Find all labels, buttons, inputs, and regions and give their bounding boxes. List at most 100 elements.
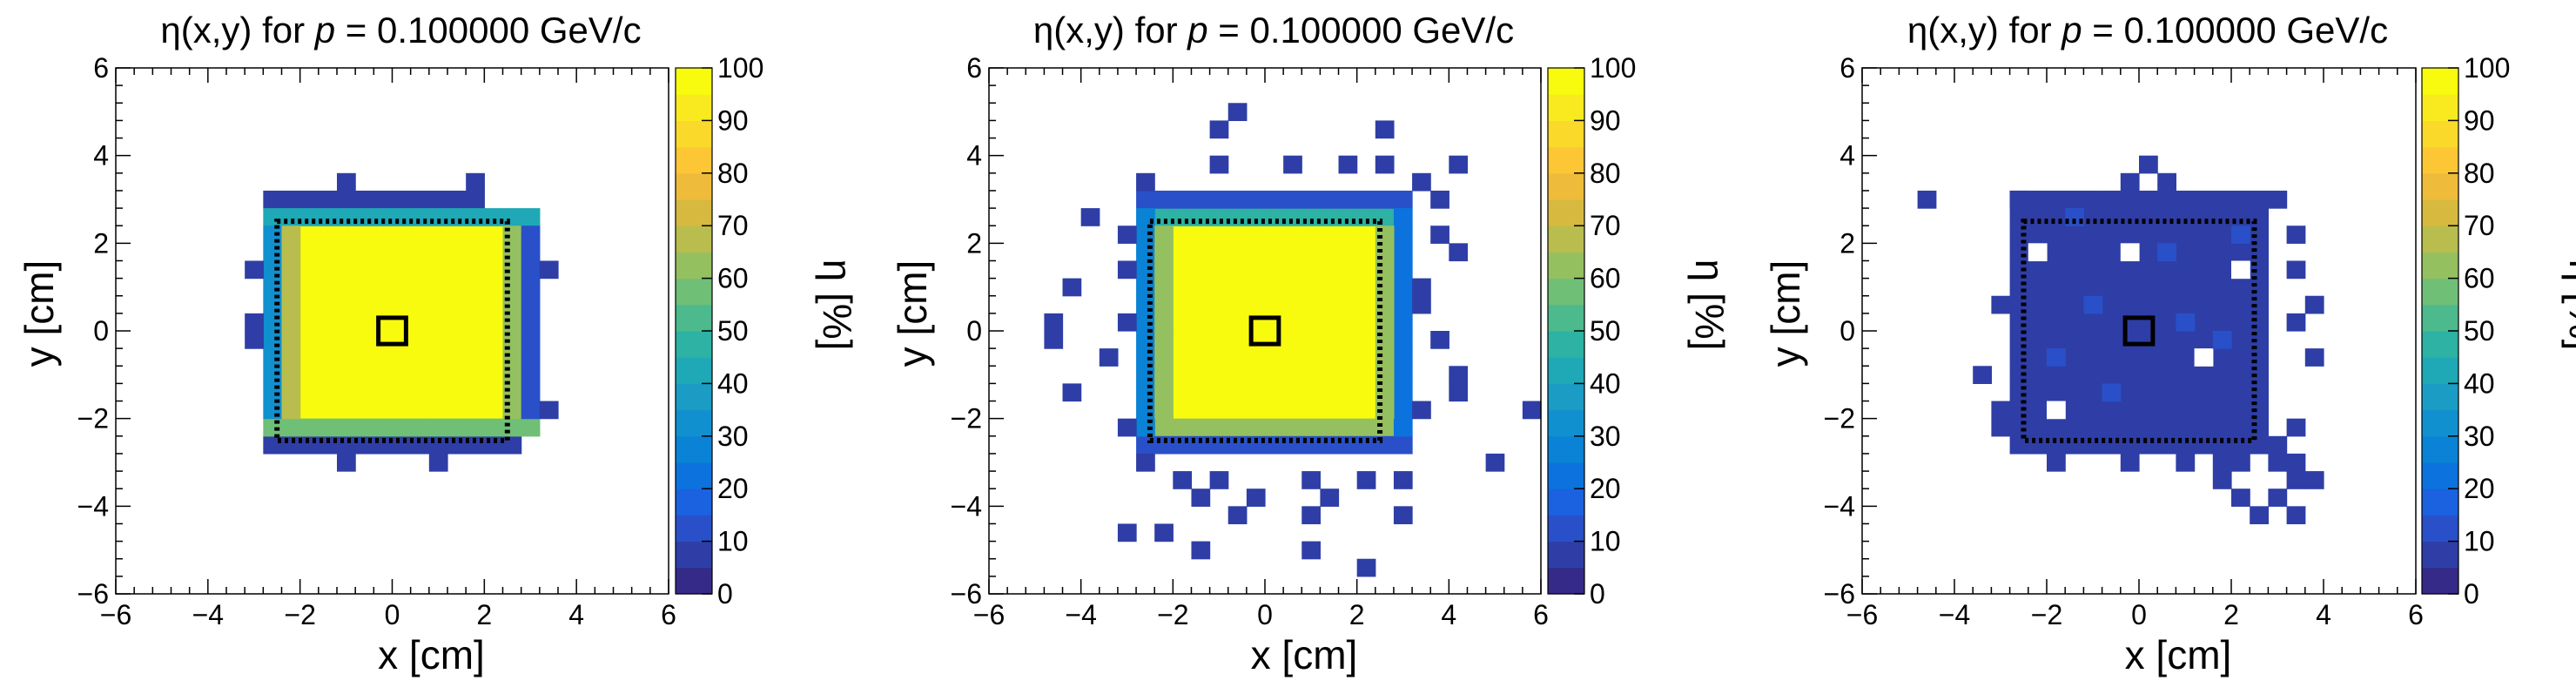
heatmap-bin <box>1136 172 1155 192</box>
heatmap-bin <box>1320 383 1340 402</box>
heatmap-bin <box>1393 243 1413 262</box>
x-tick-label: 4 <box>568 599 584 630</box>
heatmap-bin <box>2120 401 2140 420</box>
x-tick-label: 6 <box>2408 599 2424 630</box>
heatmap-bin <box>1246 243 1266 262</box>
heatmap-bin <box>2176 208 2196 226</box>
y-tick-label: −4 <box>951 490 982 522</box>
heatmap-bin <box>2028 366 2048 384</box>
heatmap-bin <box>1191 190 1211 209</box>
heatmap-cells <box>245 172 559 472</box>
colorbar-segment <box>1548 462 1584 489</box>
heatmap-bin <box>2028 418 2048 437</box>
heatmap-bin <box>355 348 374 367</box>
heatmap-bin <box>392 278 412 297</box>
heatmap-bin <box>2065 295 2084 314</box>
chart-title: η(x,y) for p = 0.100000 GeV/c <box>1907 10 2388 51</box>
colorbar-tick-label: 100 <box>1590 52 1636 84</box>
center-marker <box>376 315 408 347</box>
heatmap-bin <box>1246 190 1266 209</box>
heatmap-bin <box>1338 401 1358 420</box>
y-tick-label: 4 <box>93 140 109 172</box>
heatmap-bin <box>1080 208 1100 226</box>
heatmap-bin <box>484 383 504 402</box>
heatmap-bin <box>2028 401 2048 420</box>
colorbar-segment <box>676 68 712 95</box>
heatmap-bin <box>466 401 485 420</box>
heatmap-bin <box>521 260 541 280</box>
heatmap-bin <box>281 190 301 209</box>
heatmap-bin <box>2139 435 2158 455</box>
x-axis-label: x [cm] <box>1251 632 1358 677</box>
heatmap-bin <box>281 260 301 280</box>
colorbar-tick-label: 60 <box>2464 263 2495 294</box>
heatmap-bin <box>2286 471 2306 489</box>
heatmap-bin <box>1283 348 1302 367</box>
heatmap-bin <box>318 435 338 455</box>
heatmap-bin <box>1338 383 1358 402</box>
heatmap-bin <box>1173 208 1193 226</box>
heatmap-bin <box>2194 295 2214 314</box>
colorbar-segment <box>676 383 712 411</box>
heatmap-bin <box>2157 226 2176 244</box>
heatmap-bin <box>1393 226 1413 244</box>
heatmap-bin <box>1412 401 1431 420</box>
heatmap-bin <box>1301 418 1321 437</box>
colorbar-segment <box>676 120 712 148</box>
heatmap-bin <box>373 190 393 209</box>
colorbar-segment <box>676 462 712 489</box>
heatmap-bin <box>1973 366 1992 384</box>
heatmap-bin <box>1246 208 1266 226</box>
y-axis-label: y [cm] <box>17 260 62 367</box>
heatmap-bin <box>1154 190 1174 209</box>
heatmap-bin <box>1375 155 1395 174</box>
heatmap-bin <box>2009 278 2029 297</box>
heatmap-bin <box>1227 313 1248 332</box>
heatmap-bin <box>521 418 541 437</box>
heatmap-bin <box>2212 243 2232 262</box>
colorbar-segment <box>2422 331 2458 358</box>
heatmap-bin <box>281 418 301 437</box>
colorbar-segment <box>2422 172 2458 200</box>
colorbar-segment <box>676 515 712 542</box>
x-tick-label: −2 <box>1157 599 1188 630</box>
colorbar-segment <box>1548 68 1584 95</box>
heatmap-bin <box>1338 295 1358 314</box>
heatmap-bin <box>2009 226 2029 244</box>
heatmap-bin <box>1338 226 1358 244</box>
heatmap-bin <box>1301 243 1321 262</box>
heatmap-bin <box>355 190 374 209</box>
heatmap-bin <box>1265 366 1284 384</box>
heatmap-bin <box>1449 383 1469 402</box>
heatmap-bin <box>1246 366 1266 384</box>
heatmap-bin <box>299 418 319 437</box>
heatmap-bin <box>2009 260 2029 280</box>
heatmap-bin <box>1356 383 1376 402</box>
heatmap-bin <box>1393 313 1413 332</box>
heatmap-bin <box>2047 348 2066 367</box>
heatmap-bin <box>2139 401 2158 420</box>
heatmap-bin <box>2065 226 2084 244</box>
heatmap-bin <box>281 401 301 420</box>
heatmap-bin <box>1393 278 1413 297</box>
heatmap-bin <box>2120 208 2140 226</box>
heatmap-bin <box>1449 155 1469 174</box>
heatmap-bin <box>2231 313 2250 332</box>
heatmap-bin <box>1246 348 1266 367</box>
heatmap-bin <box>1412 172 1431 192</box>
heatmap-bin <box>2047 243 2066 262</box>
heatmap-bin <box>337 243 356 262</box>
heatmap-bin <box>447 313 467 332</box>
heatmap-bin <box>1062 383 1082 402</box>
heatmap-bin <box>1173 348 1193 367</box>
heatmap-bin <box>2047 366 2066 384</box>
heatmap-bin <box>410 295 430 314</box>
heatmap-bin <box>373 295 393 314</box>
heatmap-bin <box>484 418 504 437</box>
heatmap-bin <box>1044 331 1064 349</box>
colorbar-segment <box>676 252 712 280</box>
heatmap-bin <box>1301 190 1321 209</box>
heatmap-bin <box>1099 348 1119 367</box>
heatmap-bin <box>2065 313 2084 332</box>
heatmap-bin <box>299 278 319 297</box>
